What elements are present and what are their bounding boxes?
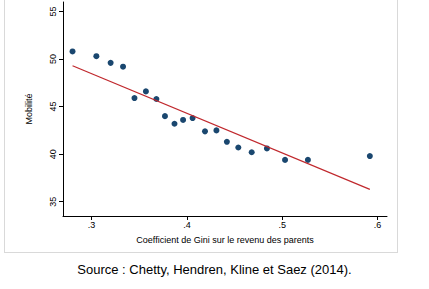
svg-text:45: 45 — [48, 102, 58, 112]
svg-text:.3: .3 — [88, 220, 96, 230]
svg-text:.4: .4 — [183, 220, 191, 230]
svg-text:.5: .5 — [278, 220, 286, 230]
svg-text:.6: .6 — [374, 220, 382, 230]
svg-text:40: 40 — [48, 149, 58, 159]
svg-text:35: 35 — [48, 197, 58, 207]
svg-text:50: 50 — [48, 54, 58, 64]
svg-text:Coefficient de Gini sur le rev: Coefficient de Gini sur le revenu des pa… — [136, 235, 314, 245]
svg-text:55: 55 — [48, 7, 58, 17]
html-text:Source : Chetty, Hendren, Klin: Source : Chetty, Hendren, Kline et Saez … — [77, 262, 352, 277]
svg-text:Mobilité: Mobilité — [24, 93, 34, 124]
